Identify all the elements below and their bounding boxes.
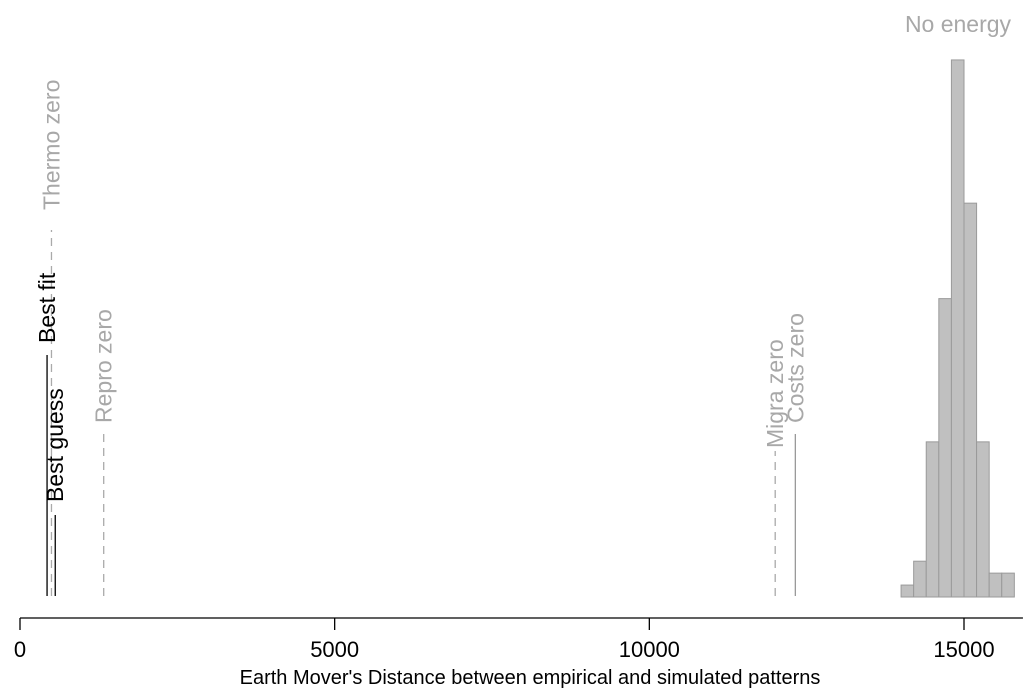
histogram-bar-7: [988, 572, 1003, 598]
histogram-bar-2: [925, 441, 940, 598]
x-tick-label-1: 5000: [310, 637, 359, 662]
reference-lines: Thermo zero Best fit Best guess Repro zero M…: [34, 80, 808, 596]
x-tick-label-0: 0: [14, 637, 26, 662]
reference-label-best-guess: Best guess: [42, 388, 68, 502]
histogram-bar-8: [1001, 572, 1015, 598]
reference-label-costs-zero: Costs zero: [782, 313, 808, 423]
histogram-label: No energy: [905, 11, 1012, 37]
reference-label-thermo-zero: Thermo zero: [38, 80, 64, 210]
histogram-bar-1: [913, 560, 927, 598]
reference-label-repro-zero: Repro zero: [91, 309, 117, 423]
x-tick-label-3: 15000: [933, 637, 994, 662]
histogram-bar-0: [900, 584, 915, 598]
x-axis-label: Earth Mover's Distance between empirical…: [240, 667, 821, 689]
histogram-bar-5: [963, 202, 978, 598]
reference-label-migra-zero: Migra zero: [762, 339, 788, 448]
histogram-bar-6: [976, 441, 990, 598]
histogram-bar-3: [938, 298, 952, 598]
x-axis: 0 5000 10000 15000: [14, 617, 1023, 662]
x-tick-label-2: 10000: [619, 637, 680, 662]
histogram-bar-4: [950, 59, 965, 598]
reference-label-best-fit: Best fit: [34, 272, 60, 343]
histogram-bars: [900, 59, 1015, 598]
